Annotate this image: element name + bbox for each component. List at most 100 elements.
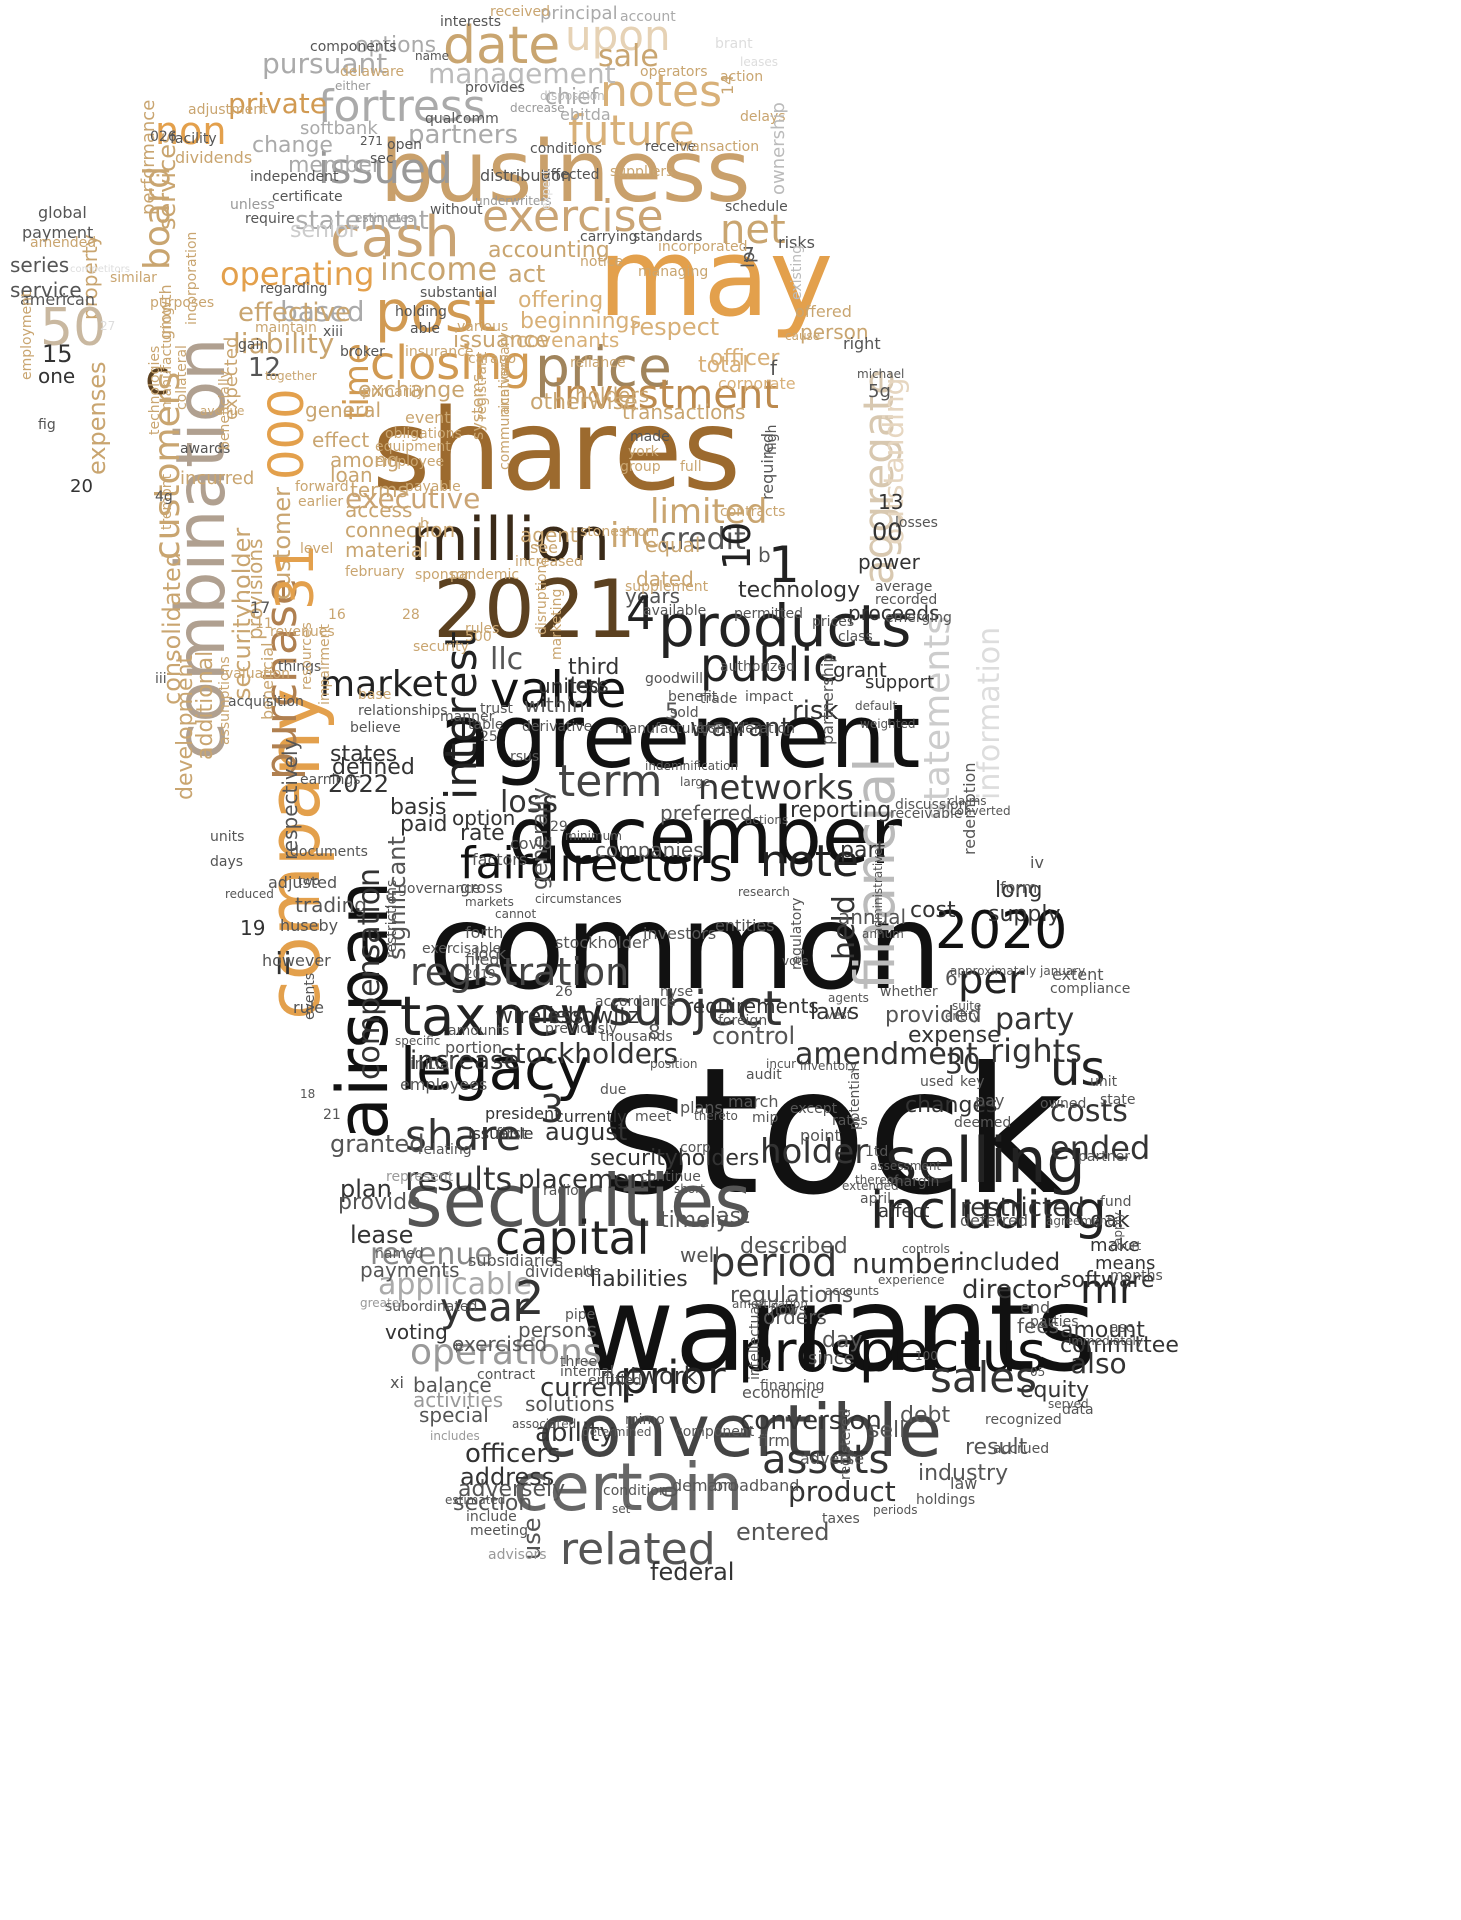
word: minimum <box>565 829 622 843</box>
word: immediately <box>1068 1334 1143 1348</box>
word: similar <box>110 270 157 286</box>
word: address <box>460 1463 555 1491</box>
word: suppliers <box>610 164 674 180</box>
word: llc <box>490 642 524 677</box>
word: applicable <box>378 1267 532 1302</box>
word: consideration <box>700 721 795 737</box>
word: 21 <box>323 1107 341 1123</box>
word: name <box>415 49 450 63</box>
word: 17 <box>250 598 271 617</box>
word: business <box>380 123 751 222</box>
word: average <box>875 579 933 595</box>
word: class <box>838 629 873 645</box>
word: 50 <box>40 298 107 358</box>
word: conditions <box>530 141 603 157</box>
word: level <box>300 541 334 557</box>
word: filed <box>465 950 500 969</box>
word: sale <box>598 39 659 74</box>
word: non <box>155 109 227 153</box>
word: reporting <box>790 798 892 823</box>
word: reliance <box>570 355 626 371</box>
word: rights <box>990 1032 1082 1070</box>
word: subordinated <box>385 1299 478 1315</box>
word: used <box>920 1074 954 1090</box>
word: represent <box>386 1169 454 1185</box>
word: 20 <box>70 476 93 497</box>
word: regulations <box>730 1283 854 1308</box>
word: 28 <box>402 607 420 623</box>
word: issued <box>318 144 453 193</box>
word: h <box>420 516 429 532</box>
word: converted <box>950 804 1011 818</box>
word: supplement <box>625 579 709 595</box>
word: respect <box>630 313 720 341</box>
word: research <box>738 885 790 899</box>
word: thousands <box>600 1029 673 1045</box>
word: control <box>712 1022 796 1050</box>
word: rsus <box>510 749 540 765</box>
word: entities <box>715 916 775 935</box>
word: grant <box>833 658 887 682</box>
word: additional <box>193 650 218 760</box>
word: default <box>855 699 898 713</box>
word: options <box>355 33 437 58</box>
word: results <box>405 1160 513 1198</box>
word: trade <box>700 691 738 707</box>
word: greater <box>360 1296 405 1310</box>
word: prospectus <box>738 1320 1047 1385</box>
word: net <box>720 207 786 253</box>
word: including <box>870 1181 1107 1241</box>
word: well <box>680 1243 720 1267</box>
word: lease <box>350 1221 414 1249</box>
word: adjusted <box>268 873 338 892</box>
word: products <box>658 592 912 660</box>
word: senior <box>290 218 358 243</box>
word: ownership <box>768 102 789 195</box>
word: gross <box>460 878 503 897</box>
word: unless <box>230 197 275 213</box>
word: per <box>958 957 1025 1003</box>
word: costs <box>1050 1094 1128 1129</box>
word: expenses <box>83 361 111 475</box>
word: sales <box>930 1353 1038 1402</box>
word: increased <box>515 554 583 570</box>
word: michael <box>857 367 905 381</box>
word: payable <box>405 479 461 495</box>
word: indemnification <box>645 759 739 773</box>
word: action <box>720 69 764 85</box>
word: united <box>538 674 602 698</box>
word: group <box>620 459 661 475</box>
word: exercisable <box>422 941 502 957</box>
word: access <box>345 498 413 522</box>
word: standards <box>633 229 703 245</box>
word: 000 <box>259 388 315 480</box>
word: estimates <box>355 211 415 225</box>
word: vest <box>826 1008 852 1022</box>
word: 29 <box>550 819 568 835</box>
word: year <box>440 1285 530 1331</box>
word: material <box>345 538 429 562</box>
word: deemed <box>954 1115 1012 1131</box>
word: delays <box>740 109 786 125</box>
word: executive <box>345 482 481 515</box>
word: regarding <box>260 281 328 297</box>
word: last <box>710 1204 750 1229</box>
word: pipe <box>565 1307 596 1323</box>
word: entered <box>736 1518 830 1546</box>
word: covenants <box>516 328 620 352</box>
word: extent <box>1052 965 1104 984</box>
word: payment <box>22 223 94 242</box>
word: third <box>568 655 620 680</box>
word: 100 <box>915 1349 938 1363</box>
word: affected <box>542 167 600 183</box>
word: contracts <box>720 504 786 520</box>
word: available <box>643 603 707 619</box>
word: emerging <box>885 610 952 626</box>
word: post <box>375 280 496 345</box>
word: limited <box>650 492 768 532</box>
word: circumstances <box>535 892 622 906</box>
word: meet <box>635 1109 672 1125</box>
word: shares <box>372 386 741 516</box>
word: committee <box>1060 1333 1179 1358</box>
word: permitted <box>734 606 804 622</box>
